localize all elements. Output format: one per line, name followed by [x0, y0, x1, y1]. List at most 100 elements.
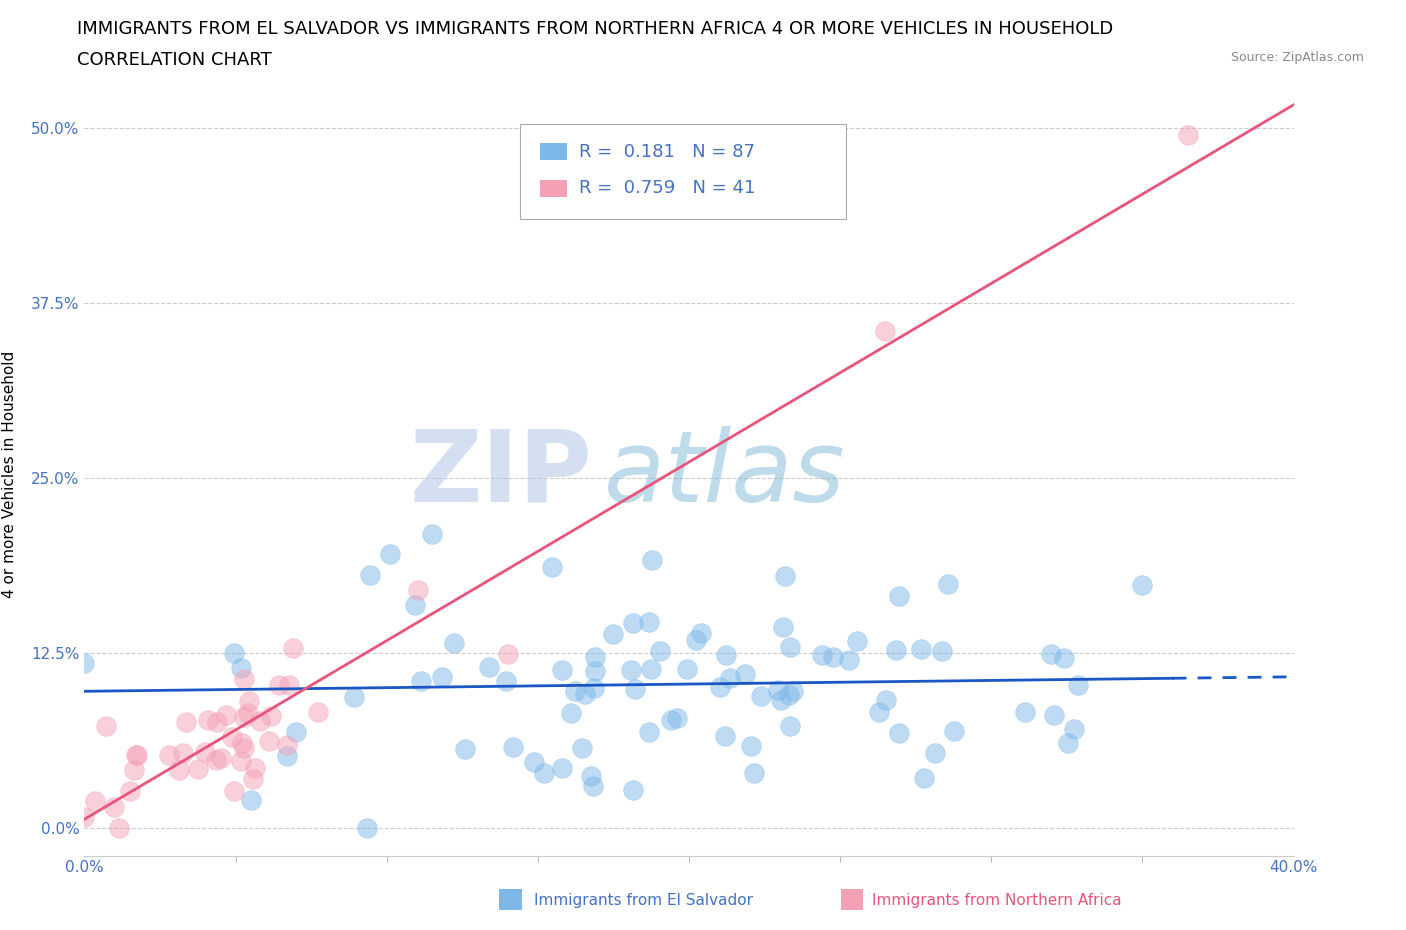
- Point: [560, 705, 582, 720]
- Point: [914, 771, 936, 786]
- Text: Immigrants from Northern Africa: Immigrants from Northern Africa: [872, 893, 1122, 908]
- Point: [167, 763, 190, 777]
- Point: [194, 745, 217, 760]
- Point: [233, 740, 256, 755]
- Point: [1043, 708, 1066, 723]
- Point: [231, 736, 253, 751]
- Point: [713, 729, 735, 744]
- Point: [157, 748, 180, 763]
- Point: [910, 642, 932, 657]
- Point: [1014, 704, 1036, 719]
- Point: [307, 704, 329, 719]
- Point: [779, 719, 801, 734]
- Point: [523, 755, 546, 770]
- Point: [1067, 678, 1090, 693]
- Point: [283, 641, 305, 656]
- Point: [233, 710, 256, 724]
- FancyBboxPatch shape: [540, 143, 567, 160]
- Point: [495, 673, 517, 688]
- Point: [224, 784, 246, 799]
- Point: [229, 660, 252, 675]
- Point: [1057, 736, 1080, 751]
- Point: [1063, 721, 1085, 736]
- Point: [278, 678, 301, 693]
- Point: [551, 663, 574, 678]
- Point: [478, 660, 501, 675]
- Point: [650, 644, 672, 658]
- Point: [665, 711, 688, 725]
- Point: [768, 683, 790, 698]
- FancyBboxPatch shape: [540, 180, 567, 197]
- Text: Source: ZipAtlas.com: Source: ZipAtlas.com: [1230, 51, 1364, 64]
- Point: [205, 752, 228, 767]
- Point: [751, 688, 773, 703]
- Point: [243, 761, 266, 776]
- Point: [1039, 646, 1062, 661]
- Point: [84, 794, 107, 809]
- Point: [637, 614, 659, 629]
- Point: [125, 748, 148, 763]
- Text: R =  0.181   N = 87: R = 0.181 N = 87: [579, 143, 755, 161]
- Point: [260, 709, 283, 724]
- Point: [236, 706, 259, 721]
- Point: [343, 689, 366, 704]
- Point: [356, 820, 378, 835]
- Point: [886, 643, 908, 658]
- Point: [875, 692, 897, 707]
- Text: R =  0.759   N = 41: R = 0.759 N = 41: [579, 179, 755, 197]
- Point: [718, 671, 741, 685]
- Point: [443, 636, 465, 651]
- Point: [637, 725, 659, 740]
- Point: [810, 647, 832, 662]
- Point: [1177, 127, 1199, 142]
- Point: [229, 753, 252, 768]
- Point: [936, 577, 959, 591]
- FancyBboxPatch shape: [520, 124, 846, 219]
- Point: [571, 741, 593, 756]
- Point: [73, 810, 96, 825]
- Point: [714, 647, 737, 662]
- Point: [779, 640, 801, 655]
- Point: [540, 560, 562, 575]
- Point: [574, 687, 596, 702]
- Point: [887, 725, 910, 740]
- Point: [209, 751, 232, 765]
- Point: [583, 664, 606, 679]
- Text: atlas: atlas: [605, 426, 846, 523]
- Point: [769, 693, 792, 708]
- Point: [207, 715, 229, 730]
- Point: [238, 694, 260, 709]
- Text: IMMIGRANTS FROM EL SALVADOR VS IMMIGRANTS FROM NORTHERN AFRICA 4 OR MORE VEHICLE: IMMIGRANTS FROM EL SALVADOR VS IMMIGRANT…: [77, 20, 1114, 38]
- Point: [378, 547, 401, 562]
- Point: [838, 653, 860, 668]
- Point: [533, 765, 555, 780]
- Point: [125, 748, 148, 763]
- Point: [924, 746, 946, 761]
- Point: [775, 568, 797, 583]
- Point: [846, 633, 869, 648]
- Point: [502, 739, 524, 754]
- Y-axis label: 4 or more Vehicles in Household: 4 or more Vehicles in Household: [3, 351, 17, 598]
- Point: [778, 687, 800, 702]
- Point: [240, 792, 263, 807]
- Point: [496, 646, 519, 661]
- Point: [172, 745, 194, 760]
- Point: [242, 771, 264, 786]
- Point: [875, 324, 897, 339]
- Point: [257, 733, 280, 748]
- Point: [233, 671, 256, 686]
- Point: [624, 682, 647, 697]
- Point: [640, 661, 662, 676]
- Point: [267, 678, 290, 693]
- Point: [285, 724, 308, 739]
- Point: [623, 616, 645, 631]
- Point: [276, 737, 298, 752]
- Point: [868, 704, 890, 719]
- Point: [118, 783, 141, 798]
- Text: ZIP: ZIP: [409, 426, 592, 523]
- Point: [551, 761, 574, 776]
- Point: [821, 649, 844, 664]
- Point: [108, 820, 131, 835]
- Point: [276, 749, 298, 764]
- Point: [222, 645, 245, 660]
